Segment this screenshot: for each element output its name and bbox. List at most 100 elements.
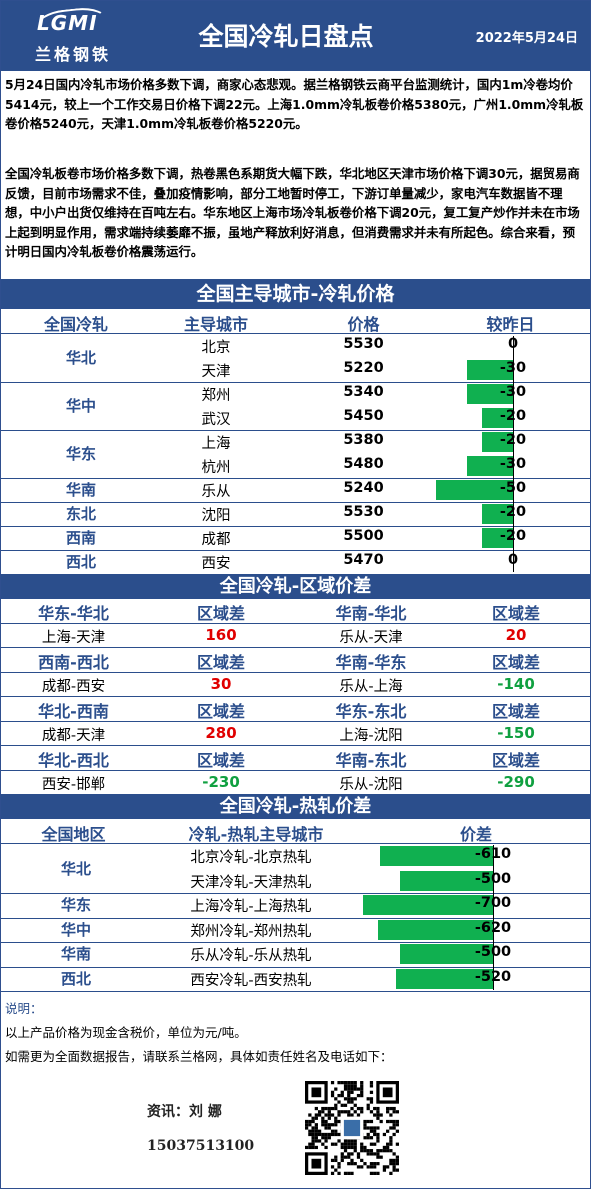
contact-phone: 15037513100 xyxy=(147,1138,255,1154)
price-header-2: 价格 xyxy=(347,315,380,334)
spread-head-right: 华南-东北 xyxy=(335,751,407,770)
price-header-3: 较昨日 xyxy=(486,315,535,334)
price-header-1: 主导城市 xyxy=(183,315,248,334)
spread-label-right: 区域差 xyxy=(491,702,540,721)
region-label: 东北 xyxy=(65,505,96,523)
hot-cold-bar xyxy=(379,846,493,866)
city-price: 5340 xyxy=(343,384,384,400)
row-separator xyxy=(1,502,590,503)
spread-label-left: 区域差 xyxy=(196,702,245,721)
hot-cold-separator xyxy=(1,942,590,943)
city-name: 成都 xyxy=(201,532,231,548)
report-date: 2022年5月24日 xyxy=(475,31,578,46)
hot-cold-region: 华南 xyxy=(60,945,91,964)
hot-cold-region: 西北 xyxy=(60,969,91,988)
spread-value-right: -140 xyxy=(497,675,535,693)
city-name: 北京 xyxy=(201,340,231,356)
section-hot-cold-title: 全国冷轧-热轧价差 xyxy=(1,795,590,819)
spread-head-left: 华北-西南 xyxy=(38,702,109,721)
change-value: -20 xyxy=(499,528,527,544)
logo-lgmi-text: LGMI xyxy=(37,11,98,35)
spread-head-left: 华东-华北 xyxy=(38,604,109,623)
hot-cold-header-1: 冷轧-热轧主导城市 xyxy=(188,825,324,844)
city-name: 乐从 xyxy=(201,484,231,500)
notes-line-2: 如需更为全面数据报告，请联系兰格网，具体如责任姓名及电话如下： xyxy=(5,1049,393,1064)
spread-pair-right: 上海-沈阳 xyxy=(339,728,403,744)
region-label: 西南 xyxy=(65,529,96,547)
hot-cold-region: 华北 xyxy=(60,859,91,878)
spread-value-left: 160 xyxy=(205,626,237,644)
spread-label-right: 区域差 xyxy=(491,751,540,770)
spread-value-left: 30 xyxy=(210,675,232,693)
spread-block-separator xyxy=(1,647,590,648)
city-price: 5530 xyxy=(343,504,384,520)
change-bar xyxy=(436,480,513,500)
hot-cold-header-0: 全国地区 xyxy=(41,825,106,844)
spread-head-right: 华东-东北 xyxy=(335,702,407,721)
spread-head-right: 华南-华北 xyxy=(335,604,407,623)
city-name: 武汉 xyxy=(201,412,231,428)
city-name: 郑州 xyxy=(201,388,231,404)
spread-head-right: 华南-华东 xyxy=(335,653,407,672)
spread-label-right: 区域差 xyxy=(491,604,540,623)
change-bar xyxy=(482,504,513,524)
hot-cold-value: -700 xyxy=(474,895,512,911)
hot-cold-separator xyxy=(1,991,590,992)
change-bar xyxy=(482,432,513,452)
region-label: 华东 xyxy=(65,445,96,463)
logo-cn-text: 兰格钢铁 xyxy=(35,45,112,64)
price-table-header: 全国冷轧 主导城市 价格 较昨日 xyxy=(1,309,590,334)
change-bar xyxy=(466,360,513,380)
notes-line-1: 以上产品价格为现金含税价，单位为元/吨。 xyxy=(5,1025,247,1040)
region-label: 西北 xyxy=(65,553,96,571)
spread-separator xyxy=(1,770,590,771)
city-name: 上海 xyxy=(201,436,231,452)
spread-label-right: 区域差 xyxy=(491,653,540,672)
zero-axis-line xyxy=(513,336,514,572)
spread-pair-left: 成都-天津 xyxy=(41,728,106,744)
hot-cold-bar xyxy=(396,968,493,989)
hot-cold-value: -620 xyxy=(474,919,512,936)
city-price: 5470 xyxy=(343,552,384,568)
row-separator xyxy=(1,550,590,551)
summary-paragraph-2: 全国冷轧板卷市场价格多数下调，热卷黑色系期货大幅下跌，华北地区天津市场价格下调3… xyxy=(5,166,580,259)
qr-code-icon xyxy=(305,1081,399,1175)
city-name: 沈阳 xyxy=(201,508,231,524)
city-price: 5480 xyxy=(343,456,384,472)
hot-cold-pair: 乐从冷轧-乐从热轧 xyxy=(190,948,312,964)
spread-head-left: 华北-西北 xyxy=(38,751,109,770)
spread-block-separator xyxy=(1,696,590,697)
hot-cold-zero-line xyxy=(493,845,494,990)
change-bar xyxy=(482,408,513,428)
price-header-0: 全国冷轧 xyxy=(43,315,108,334)
row-separator xyxy=(1,574,590,575)
spread-label-left: 区域差 xyxy=(196,653,245,672)
hot-cold-value: -500 xyxy=(474,944,512,960)
hot-cold-pair: 上海冷轧-上海热轧 xyxy=(190,899,312,915)
change-value: -30 xyxy=(499,384,527,400)
city-price: 5530 xyxy=(343,336,384,352)
spread-label-left: 区域差 xyxy=(196,751,245,770)
hot-cold-separator xyxy=(1,893,590,894)
change-bar xyxy=(466,384,513,404)
spread-separator xyxy=(1,672,590,673)
hot-cold-value: -500 xyxy=(474,870,512,887)
spread-label-left: 区域差 xyxy=(196,604,245,623)
hot-cold-bar xyxy=(363,895,493,915)
hot-cold-separator xyxy=(1,917,590,919)
row-separator xyxy=(1,478,590,479)
city-name: 西安 xyxy=(201,556,231,572)
row-separator xyxy=(1,526,590,527)
spread-value-left: -230 xyxy=(202,773,240,791)
hot-cold-region: 华中 xyxy=(60,920,91,939)
spread-block-separator xyxy=(1,745,590,746)
change-value: -20 xyxy=(499,432,527,448)
spread-pair-right: 乐从-天津 xyxy=(339,630,403,646)
spread-separator xyxy=(1,623,590,624)
spread-head-left: 西南-西北 xyxy=(38,653,109,672)
spread-value-right: -150 xyxy=(497,724,535,742)
hot-cold-value: -520 xyxy=(474,968,512,985)
change-value: -50 xyxy=(499,480,527,496)
hot-cold-bar xyxy=(377,919,493,940)
